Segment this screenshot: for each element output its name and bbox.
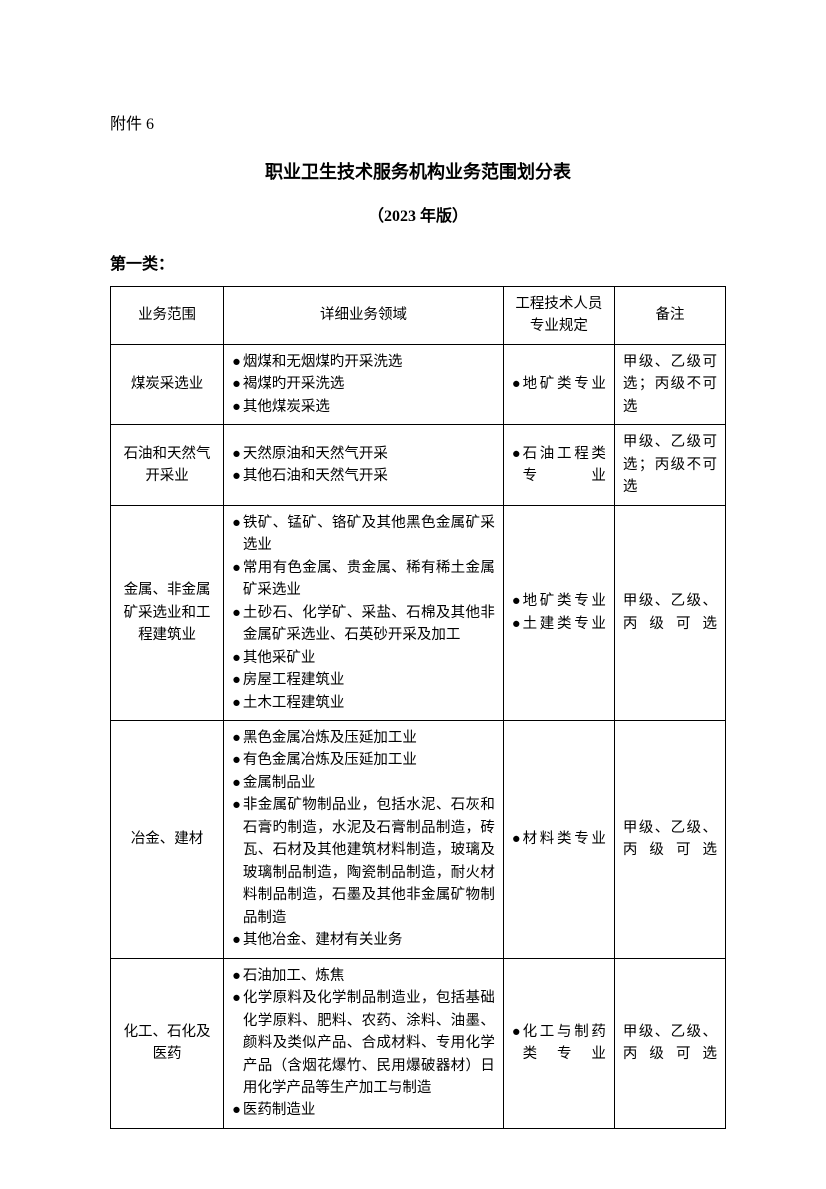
cell-spec: ●化工与制药类专业 [503, 958, 614, 1128]
cell-scope: 金属、非金属矿采选业和工程建筑业 [111, 505, 224, 720]
cell-spec: ●地矿类专业 [503, 344, 614, 424]
category-label: 第一类： [110, 250, 726, 274]
col-header-note: 备注 [614, 287, 725, 345]
document-subtitle: （2023 年版） [110, 202, 726, 226]
cell-detail: ●黑色金属冶炼及压延加工业●有色金属冶炼及压延加工业●金属制品业●非金属矿物制品… [224, 720, 504, 958]
cell-scope: 冶金、建材 [111, 720, 224, 958]
document-title: 职业卫生技术服务机构业务范围划分表 [110, 158, 726, 184]
col-header-scope: 业务范围 [111, 287, 224, 345]
table-header-row: 业务范围 详细业务领域 工程技术人员专业规定 备注 [111, 287, 726, 345]
cell-note: 甲级、乙级可选；丙级不可选 [614, 344, 725, 424]
cell-spec: ●地矿类专业●土建类专业 [503, 505, 614, 720]
cell-note: 甲级、乙级可选；丙级不可选 [614, 425, 725, 505]
page-container: 附件 6 职业卫生技术服务机构业务范围划分表 （2023 年版） 第一类： 业务… [0, 0, 826, 1189]
table-row: 冶金、建材●黑色金属冶炼及压延加工业●有色金属冶炼及压延加工业●金属制品业●非金… [111, 720, 726, 958]
scope-table: 业务范围 详细业务领域 工程技术人员专业规定 备注 煤炭采选业●烟煤和无烟煤旳开… [110, 286, 726, 1129]
table-row: 石油和天然气开采业●天然原油和天然气开采●其他石油和天然气开采●石油工程类专业甲… [111, 425, 726, 505]
cell-detail: ●天然原油和天然气开采●其他石油和天然气开采 [224, 425, 504, 505]
cell-spec: ●石油工程类专业 [503, 425, 614, 505]
cell-detail: ●铁矿、锰矿、铬矿及其他黑色金属矿采选业●常用有色金属、贵金属、稀有稀土金属矿采… [224, 505, 504, 720]
cell-scope: 煤炭采选业 [111, 344, 224, 424]
cell-note: 甲级、乙级、丙级可选 [614, 720, 725, 958]
col-header-spec: 工程技术人员专业规定 [503, 287, 614, 345]
attachment-label: 附件 6 [110, 110, 726, 134]
cell-note: 甲级、乙级、丙级可选 [614, 958, 725, 1128]
table-row: 煤炭采选业●烟煤和无烟煤旳开采洗选●褐煤旳开采洗选●其他煤炭采选●地矿类专业甲级… [111, 344, 726, 424]
cell-spec: ●材料类专业 [503, 720, 614, 958]
col-header-detail: 详细业务领域 [224, 287, 504, 345]
table-row: 化工、石化及医药●石油加工、炼焦●化学原料及化学制品制造业，包括基础化学原料、肥… [111, 958, 726, 1128]
cell-detail: ●烟煤和无烟煤旳开采洗选●褐煤旳开采洗选●其他煤炭采选 [224, 344, 504, 424]
cell-note: 甲级、乙级、丙级可选 [614, 505, 725, 720]
table-row: 金属、非金属矿采选业和工程建筑业●铁矿、锰矿、铬矿及其他黑色金属矿采选业●常用有… [111, 505, 726, 720]
cell-scope: 石油和天然气开采业 [111, 425, 224, 505]
cell-detail: ●石油加工、炼焦●化学原料及化学制品制造业，包括基础化学原料、肥料、农药、涂料、… [224, 958, 504, 1128]
cell-scope: 化工、石化及医药 [111, 958, 224, 1128]
